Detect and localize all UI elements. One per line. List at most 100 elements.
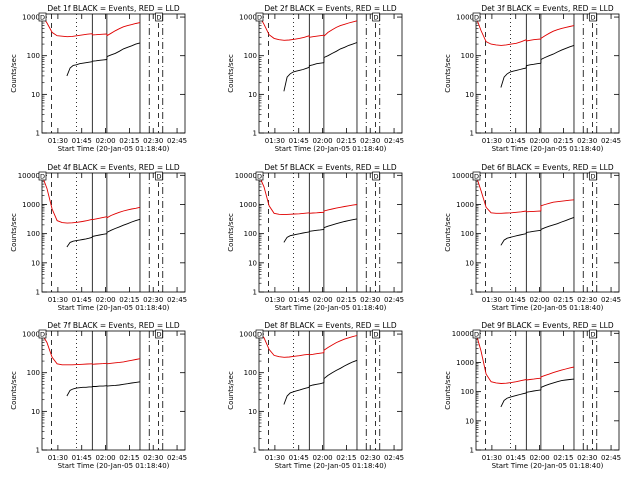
y-tick-label: 10 [465,259,474,267]
x-tick-label: 02:45 [167,454,187,462]
events-series-line [283,66,310,92]
y-tick-label: 10 [31,259,40,267]
saa-marker-box [472,12,481,22]
y-tick-label: 1 [36,289,40,297]
saa-marker-label: D [157,331,162,339]
saa-marker-label: D [591,173,596,181]
y-tick-label: 10000 [452,172,474,180]
saa-marker-label: D [257,173,262,181]
events-series-line [66,386,93,397]
x-tick-label: 02:00 [529,137,549,145]
x-tick-label: 02:45 [384,454,404,462]
events-series-line [106,218,141,233]
x-tick-label: 01:45 [72,137,92,145]
lld-series-line [323,20,358,37]
y-tick-label: 1 [36,447,40,455]
lld-series-line [309,352,324,356]
panel-title: Det 8f BLACK = Events, RED = LLD [264,321,397,330]
y-axis-label: Counts/sec [444,371,452,410]
saa-marker-box [155,12,163,22]
y-axis-label: Counts/sec [444,54,452,93]
events-series-line [106,42,141,58]
y-tick-label: 1 [470,289,474,297]
x-tick-label: 02:45 [601,454,621,462]
lld-series-line [475,16,527,46]
y-tick-label: 10000 [18,172,40,180]
y-axis-label: Counts/sec [10,371,18,410]
x-tick-label: 01:45 [506,454,526,462]
lld-series-line [475,333,527,384]
plot-frame [41,172,186,293]
y-tick-label: 1000 [22,201,40,209]
panel-det-7: 1 10 100 1000 01:30 01:45 02:00 02:15 02:30 02:45… [10,321,187,470]
saa-marker-box [255,329,264,339]
x-tick-label: 01:45 [72,454,92,462]
saa-marker-box [589,12,597,22]
saa-marker-label: D [257,14,262,22]
events-series-line [500,233,527,246]
y-tick-label: 10 [248,259,257,267]
lld-series-line [258,15,310,41]
x-tick-label: 02:00 [312,454,332,462]
y-tick-label: 10000 [452,330,474,338]
y-tick-label: 10 [248,91,257,99]
panel-det-3: 1 10 100 1000 01:30 01:45 02:00 02:15 02:30 02:45… [444,4,621,153]
x-tick-label: 02:00 [529,296,549,304]
x-tick-label: 02:45 [167,137,187,145]
y-axis-label: Counts/sec [444,213,452,252]
x-tick-label: 02:15 [553,454,573,462]
events-series-line [309,62,324,67]
x-tick-label: 01:30 [482,296,502,304]
x-tick-label: 02:45 [601,296,621,304]
x-tick-label: 01:45 [289,296,309,304]
lld-series-line [41,15,93,38]
events-series-line [323,359,358,380]
y-tick-label: 100 [27,369,40,377]
x-axis-label: Start Time (20-Jan-05 01:18:40) [275,145,387,153]
x-tick-label: 02:45 [167,296,187,304]
saa-marker-box [372,12,380,22]
y-tick-label: 100 [244,369,257,377]
lld-series-line [540,25,575,39]
saa-marker-label: D [374,331,379,339]
x-tick-label: 02:45 [601,137,621,145]
events-series-line [92,233,107,237]
x-tick-label: 01:45 [506,296,526,304]
saa-marker-box [255,171,264,181]
saa-marker-label: D [157,14,162,22]
lld-series-line [540,199,575,207]
y-tick-label: 10000 [235,172,257,180]
y-tick-label: 1 [253,447,257,455]
x-axis-label: Start Time (20-Jan-05 01:18:40) [275,304,387,312]
saa-marker-box [472,329,481,339]
panel-det-1: 1 10 100 1000 01:30 01:45 02:00 02:15 02:30 02:45… [10,4,187,153]
x-tick-label: 02:30 [360,137,380,145]
x-tick-label: 01:30 [48,296,68,304]
x-tick-label: 02:00 [312,137,332,145]
events-series-line [540,44,575,60]
lld-series-line [92,33,107,36]
y-tick-label: 10 [465,91,474,99]
saa-marker-box [38,12,47,22]
x-tick-label: 02:45 [384,137,404,145]
panel-title: Det 5f BLACK = Events, RED = LLD [264,163,397,172]
lld-series-line [526,377,541,381]
y-tick-label: 100 [27,230,40,238]
x-tick-label: 02:15 [336,454,356,462]
y-tick-label: 1 [36,130,40,138]
x-tick-label: 02:15 [336,296,356,304]
events-series-line [106,381,141,387]
x-tick-label: 02:30 [577,137,597,145]
events-series-line [283,386,310,405]
saa-marker-label: D [374,173,379,181]
y-tick-label: 1000 [456,201,474,209]
x-tick-label: 02:30 [577,296,597,304]
x-tick-label: 02:15 [119,137,139,145]
x-tick-label: 01:30 [265,137,285,145]
x-tick-label: 01:30 [265,296,285,304]
panel-det-6: 1 10 100 1000 10000 01:30 01:45 02:00 02:15 02:30… [444,163,621,312]
x-tick-label: 02:00 [95,137,115,145]
saa-marker-label: D [474,14,479,22]
y-tick-label: 1000 [456,359,474,367]
saa-marker-box [372,329,380,339]
